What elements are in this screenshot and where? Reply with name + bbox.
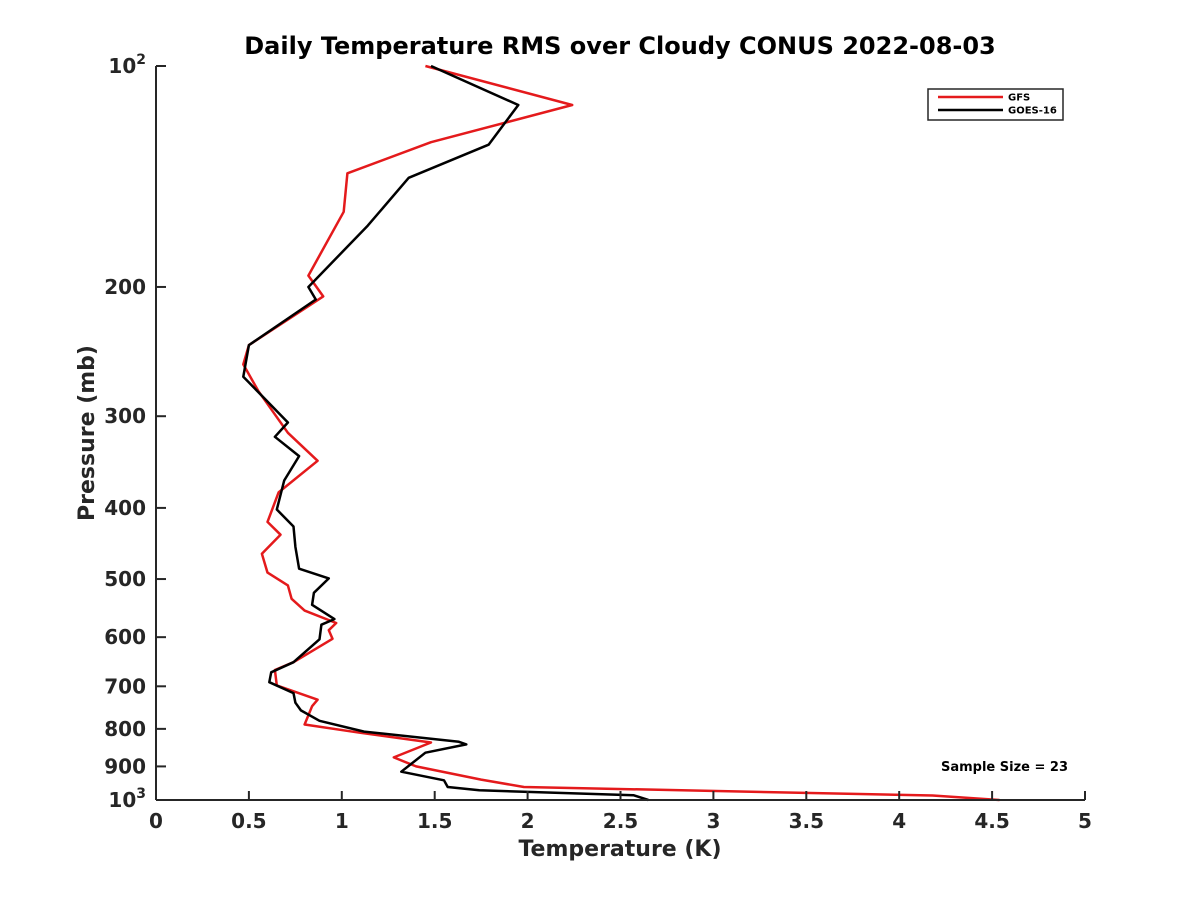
x-tick-label: 0 bbox=[149, 809, 163, 833]
y-tick-label: 500 bbox=[104, 567, 146, 591]
y-tick-label: 102 bbox=[108, 52, 146, 78]
legend-label-goes16: GOES-16 bbox=[1008, 106, 1057, 117]
y-tick-label: 900 bbox=[104, 754, 146, 778]
x-tick-label: 4.5 bbox=[974, 809, 1009, 833]
legend-box bbox=[927, 88, 1064, 121]
y-tick-label: 300 bbox=[104, 404, 146, 428]
series-line-gfs bbox=[242, 64, 1000, 802]
x-axis-title: Temperature (K) bbox=[518, 837, 721, 862]
legend-label-gfs: GFS bbox=[1008, 93, 1030, 104]
chart-title: Daily Temperature RMS over Cloudy CONUS … bbox=[244, 32, 996, 60]
x-tick-label: 0.5 bbox=[231, 809, 266, 833]
y-tick-label: 200 bbox=[104, 275, 146, 299]
x-axis-ticks: 0 0.5 1 1.5 2 2.5 3 3.5 4 4.5 5 bbox=[149, 791, 1092, 833]
y-tick-label: 600 bbox=[104, 625, 146, 649]
x-tick-label: 5 bbox=[1078, 809, 1092, 833]
plot-lines bbox=[242, 64, 1000, 802]
y-axis-title: Pressure (mb) bbox=[75, 345, 100, 521]
y-tick-label: 700 bbox=[104, 674, 146, 698]
x-tick-label: 3.5 bbox=[789, 809, 824, 833]
x-tick-label: 1.5 bbox=[417, 809, 452, 833]
x-tick-label: 4 bbox=[892, 809, 906, 833]
y-axis-ticks: 102 200 300 400 500 600 700 800 900 103 bbox=[104, 52, 166, 812]
sample-size-annotation: Sample Size = 23 bbox=[941, 760, 1068, 775]
legend: GFS GOES-16 bbox=[927, 88, 1064, 121]
x-tick-label: 2.5 bbox=[603, 809, 638, 833]
x-tick-label: 1 bbox=[335, 809, 349, 833]
x-tick-label: 2 bbox=[521, 809, 535, 833]
y-tick-label: 800 bbox=[104, 717, 146, 741]
x-tick-label: 3 bbox=[706, 809, 720, 833]
y-tick-label: 103 bbox=[108, 786, 146, 812]
series-line-goes16 bbox=[242, 64, 649, 802]
y-tick-label: 400 bbox=[104, 496, 146, 520]
